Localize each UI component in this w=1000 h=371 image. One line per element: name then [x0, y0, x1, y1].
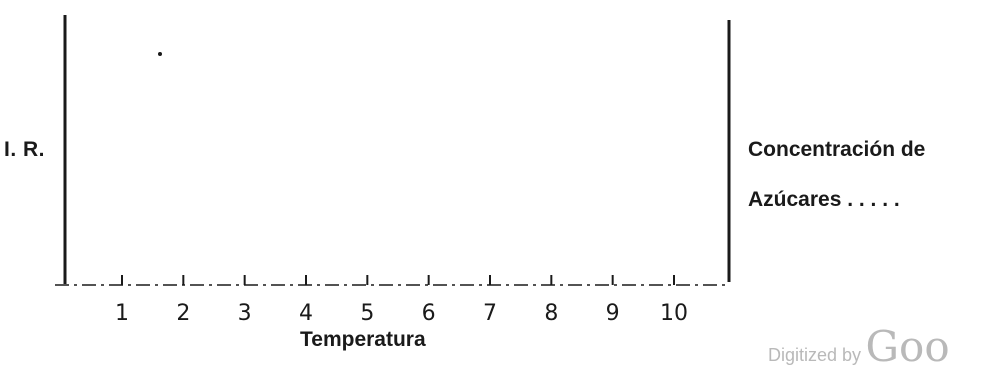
x-tick-label-2: 2	[176, 301, 190, 326]
x-tick-label-6: 6	[422, 301, 436, 326]
right-axis-label-line-1: Concentración de	[748, 138, 926, 161]
x-tick-label-4: 4	[299, 301, 313, 326]
x-tick-labels: 1 2 3 4 5 6 7 8 9 10	[115, 301, 688, 326]
right-axis-label-line-2: Azúcares . . . . .	[748, 188, 900, 211]
x-tick-label-1: 1	[115, 301, 129, 326]
y-axis-label: I. R.	[4, 138, 46, 161]
watermark: Digitized by Goo	[768, 322, 950, 371]
x-tick-label-7: 7	[483, 301, 497, 326]
watermark-prefix: Digitized by	[768, 345, 862, 365]
x-tick-label-9: 9	[606, 301, 620, 326]
x-tick-label-10: 10	[660, 301, 688, 326]
x-tick-label-5: 5	[360, 301, 374, 326]
watermark-brand: Goo	[865, 322, 950, 371]
x-tick-label-8: 8	[544, 301, 558, 326]
chart: 1 2 3 4 5 6 7 8 9 10	[55, 15, 731, 326]
stray-dot	[158, 52, 162, 56]
x-tick-label-3: 3	[238, 301, 252, 326]
x-ticks	[121, 275, 675, 285]
x-axis-label: Temperatura	[300, 328, 426, 351]
